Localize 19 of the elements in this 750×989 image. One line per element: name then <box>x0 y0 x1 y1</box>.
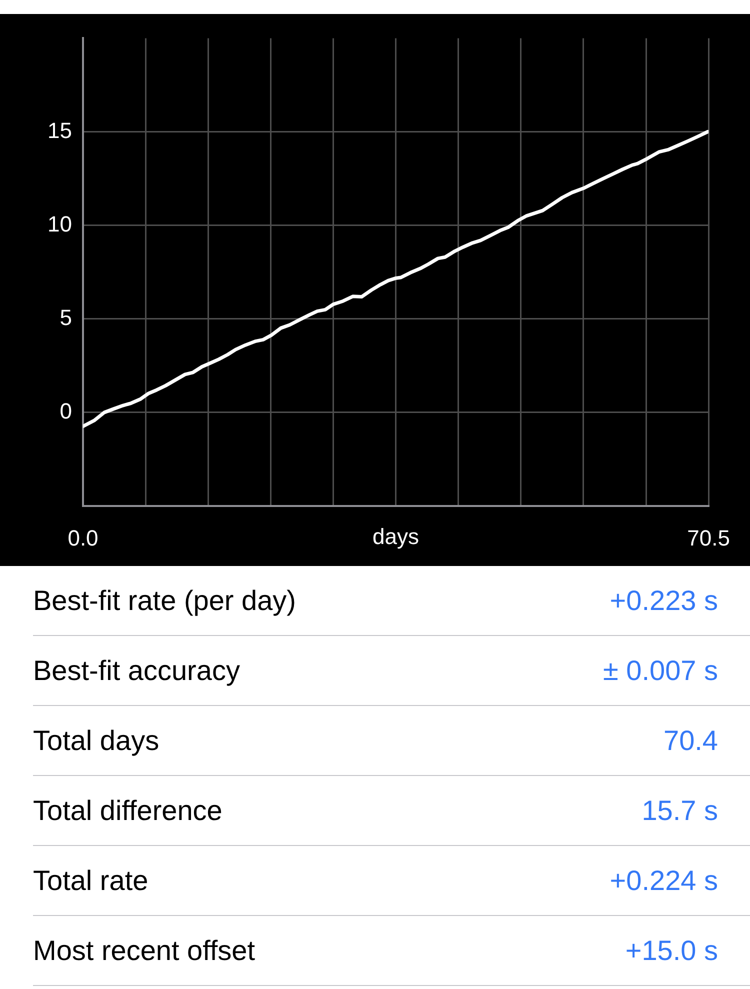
text: Best-fit accuracy <box>33 654 240 688</box>
text: ± 0.007 s <box>603 654 718 688</box>
text: Best-fit rate (per day) <box>33 584 296 618</box>
text: Total difference <box>33 794 222 828</box>
text: Most recent offset <box>33 934 256 968</box>
y-tick-label: 15 <box>48 118 72 143</box>
text: +0.224 s <box>610 864 718 898</box>
text: 70.4 <box>664 724 718 758</box>
text: 15.7 s <box>642 794 718 828</box>
x-tick-label: 70.5 <box>687 525 730 550</box>
y-tick-label: 0 <box>60 398 72 424</box>
text: +0.223 s <box>610 584 718 618</box>
x-tick-label: 0.0 <box>68 525 98 550</box>
x-axis-title: days <box>372 524 420 550</box>
text: Total days <box>33 724 160 758</box>
text: Total rate <box>33 864 148 898</box>
y-tick-label: 5 <box>60 304 72 330</box>
y-tick-label: 10 <box>48 211 72 236</box>
text: +15.0 s <box>625 934 718 968</box>
